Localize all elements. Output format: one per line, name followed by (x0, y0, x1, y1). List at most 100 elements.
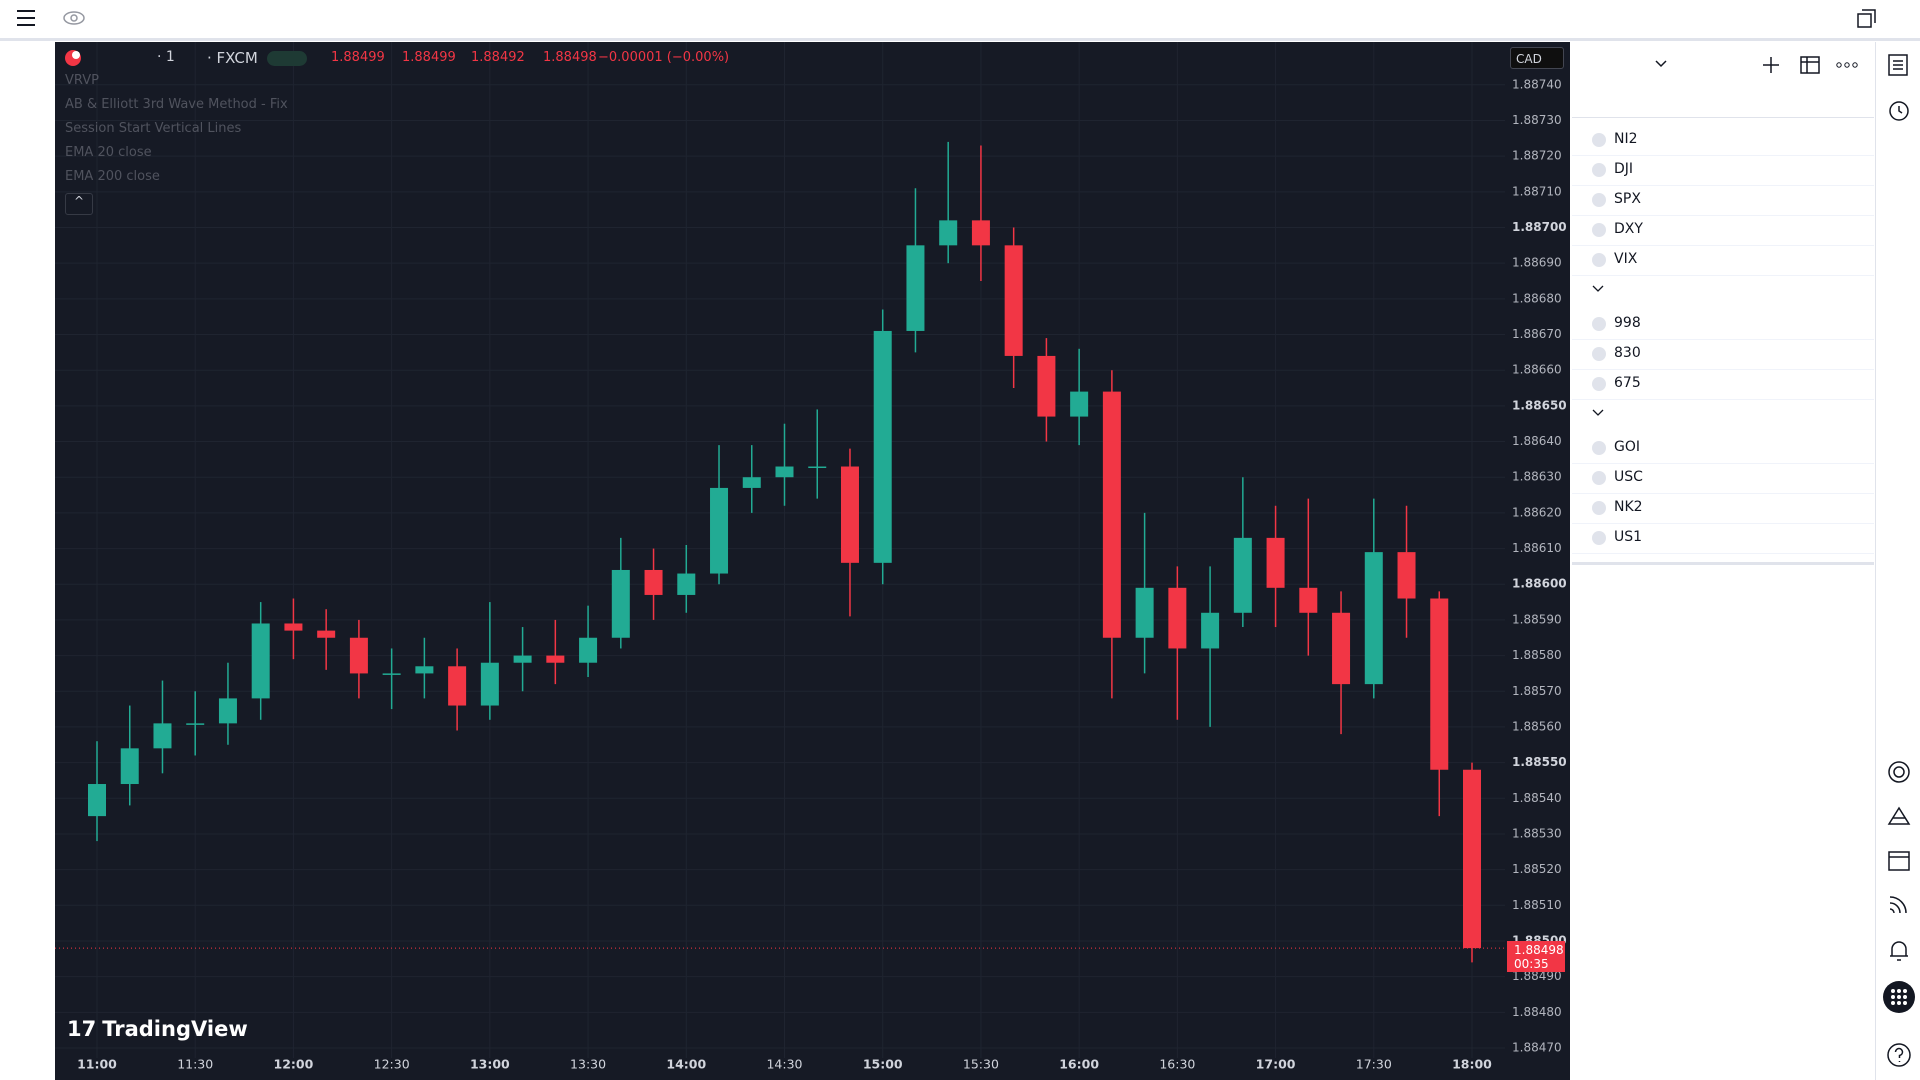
low-value: 1.88492 (471, 50, 525, 65)
watchlist-row[interactable]: USC (1572, 463, 1874, 494)
high-value: 1.88499 (402, 50, 456, 65)
watchlist-row[interactable]: 998 (1572, 309, 1874, 340)
y-tick-label: 1.88740 (1512, 77, 1562, 91)
ideas-icon[interactable] (1887, 804, 1911, 828)
hotlist-icon[interactable] (1887, 760, 1911, 784)
watchlist-row[interactable]: 830 (1572, 339, 1874, 370)
candle-body (448, 666, 467, 706)
watchlist-row[interactable]: NI2 (1572, 125, 1874, 156)
candle-body (88, 784, 106, 817)
news-icon[interactable] (1887, 892, 1911, 916)
symbol-icon (1592, 501, 1606, 515)
candle-body (710, 487, 729, 574)
exchange[interactable]: · FXCM (207, 49, 258, 67)
y-tick-label: 1.88630 (1512, 470, 1562, 484)
group-chevron[interactable] (1592, 285, 1604, 293)
watchlist-row[interactable]: DXY (1572, 215, 1874, 246)
candle-body (218, 698, 237, 724)
group-chevron[interactable] (1592, 409, 1604, 417)
x-tick-label: 13:30 (570, 1057, 606, 1072)
symbol-icon (1592, 377, 1606, 391)
y-tick-label: 1.88640 (1512, 434, 1562, 448)
indicator[interactable]: AB & Elliott 3rd Wave Method - Fix (65, 97, 288, 112)
candle-body (775, 466, 794, 478)
x-tick-label: 17:00 (1256, 1057, 1296, 1072)
x-tick-label: 16:00 (1059, 1057, 1099, 1072)
add-symbol[interactable] (1762, 56, 1780, 74)
indicator[interactable]: EMA 20 close (65, 145, 152, 160)
brand-name: TradingView (102, 1017, 248, 1041)
menu-button[interactable] (16, 9, 36, 27)
symbol-icon (1592, 531, 1606, 545)
candle-body (120, 748, 139, 785)
y-tick-label: 1.88520 (1512, 862, 1562, 876)
y-tick-label: 1.88550 (1512, 755, 1567, 769)
candle-body (1004, 245, 1023, 356)
y-tick-label: 1.88480 (1512, 1005, 1562, 1019)
close-value: 1.88498 (543, 50, 597, 65)
countdown: 00:35 (1514, 957, 1549, 971)
x-tick-label: 12:30 (374, 1057, 410, 1072)
y-tick-label: 1.88650 (1512, 398, 1567, 412)
indicator[interactable]: VRVP (65, 73, 99, 88)
calendar-icon[interactable] (1887, 848, 1911, 872)
y-tick-label: 1.88600 (1512, 577, 1567, 591)
symbol: GOI (1614, 439, 1640, 455)
candle-body (513, 655, 532, 663)
watchlist-row[interactable]: SPX (1572, 185, 1874, 216)
x-tick-label: 15:30 (963, 1057, 999, 1072)
candle-body (1070, 391, 1089, 417)
y-tick-label: 1.88610 (1512, 541, 1562, 555)
watchlist-row[interactable]: VIX (1572, 245, 1874, 276)
candle-body (906, 245, 925, 331)
collapse-button[interactable]: ^ (65, 193, 93, 215)
x-tick-label: 13:00 (470, 1057, 510, 1072)
eye-icon[interactable] (63, 10, 85, 26)
more-menu[interactable] (1836, 62, 1858, 68)
candle-body (153, 723, 172, 749)
candle-body (349, 637, 368, 674)
watchlist-row[interactable]: 675 (1572, 369, 1874, 400)
indicator[interactable]: Session Start Vertical Lines (65, 121, 242, 136)
candle-body (1397, 552, 1416, 599)
candle-body (284, 623, 303, 631)
candle-body (611, 569, 630, 638)
table-view[interactable] (1800, 56, 1820, 74)
products-icon[interactable] (1882, 980, 1916, 1014)
candle-body (808, 466, 827, 469)
symbol-logo[interactable] (64, 49, 82, 67)
y-tick-label: 1.88490 (1512, 969, 1562, 983)
candle-body (1299, 587, 1318, 613)
candle-body (939, 220, 958, 246)
brand-logo: 17 TradingView (67, 1017, 248, 1041)
watchlist-row[interactable]: DJI (1572, 155, 1874, 186)
currency[interactable]: CAD (1510, 47, 1564, 69)
window-icon[interactable] (1857, 9, 1877, 29)
interval[interactable]: · 1 (157, 49, 175, 65)
candle-body (546, 655, 565, 663)
indicator[interactable]: EMA 200 close (65, 169, 160, 184)
alerts-icon[interactable] (1887, 98, 1911, 122)
group-header[interactable] (1572, 275, 1874, 305)
y-tick-label: 1.88680 (1512, 291, 1562, 305)
candle-body (382, 673, 401, 675)
candle-body (1332, 612, 1351, 685)
watchlist-row[interactable]: GOI (1572, 433, 1874, 464)
watchlist-row[interactable]: NK2 (1572, 493, 1874, 524)
list-dropdown[interactable] (1654, 59, 1668, 69)
candle-body (251, 623, 270, 699)
watchlist-icon[interactable] (1887, 54, 1909, 76)
notifications-icon[interactable] (1887, 938, 1911, 962)
help-icon[interactable] (1886, 1042, 1912, 1068)
candle-body (1037, 355, 1056, 417)
chart: 1.88740 1.88730 1.88720 1.88710 1.88700 1.886… (55, 42, 1567, 1072)
group-header[interactable] (1572, 399, 1874, 429)
symbol-icon (1592, 253, 1606, 267)
watchlist: NI2 DJI SPX DXY VIX 998 830 675 GOI USC NK2 US1 (1572, 42, 1874, 565)
watchlist-row[interactable]: US1 (1572, 523, 1874, 554)
y-tick-label: 1.88670 (1512, 327, 1562, 341)
y-tick-label: 1.88570 (1512, 684, 1562, 698)
y-tick-label: 1.88540 (1512, 791, 1562, 805)
x-tick-label: 11:00 (77, 1057, 117, 1072)
